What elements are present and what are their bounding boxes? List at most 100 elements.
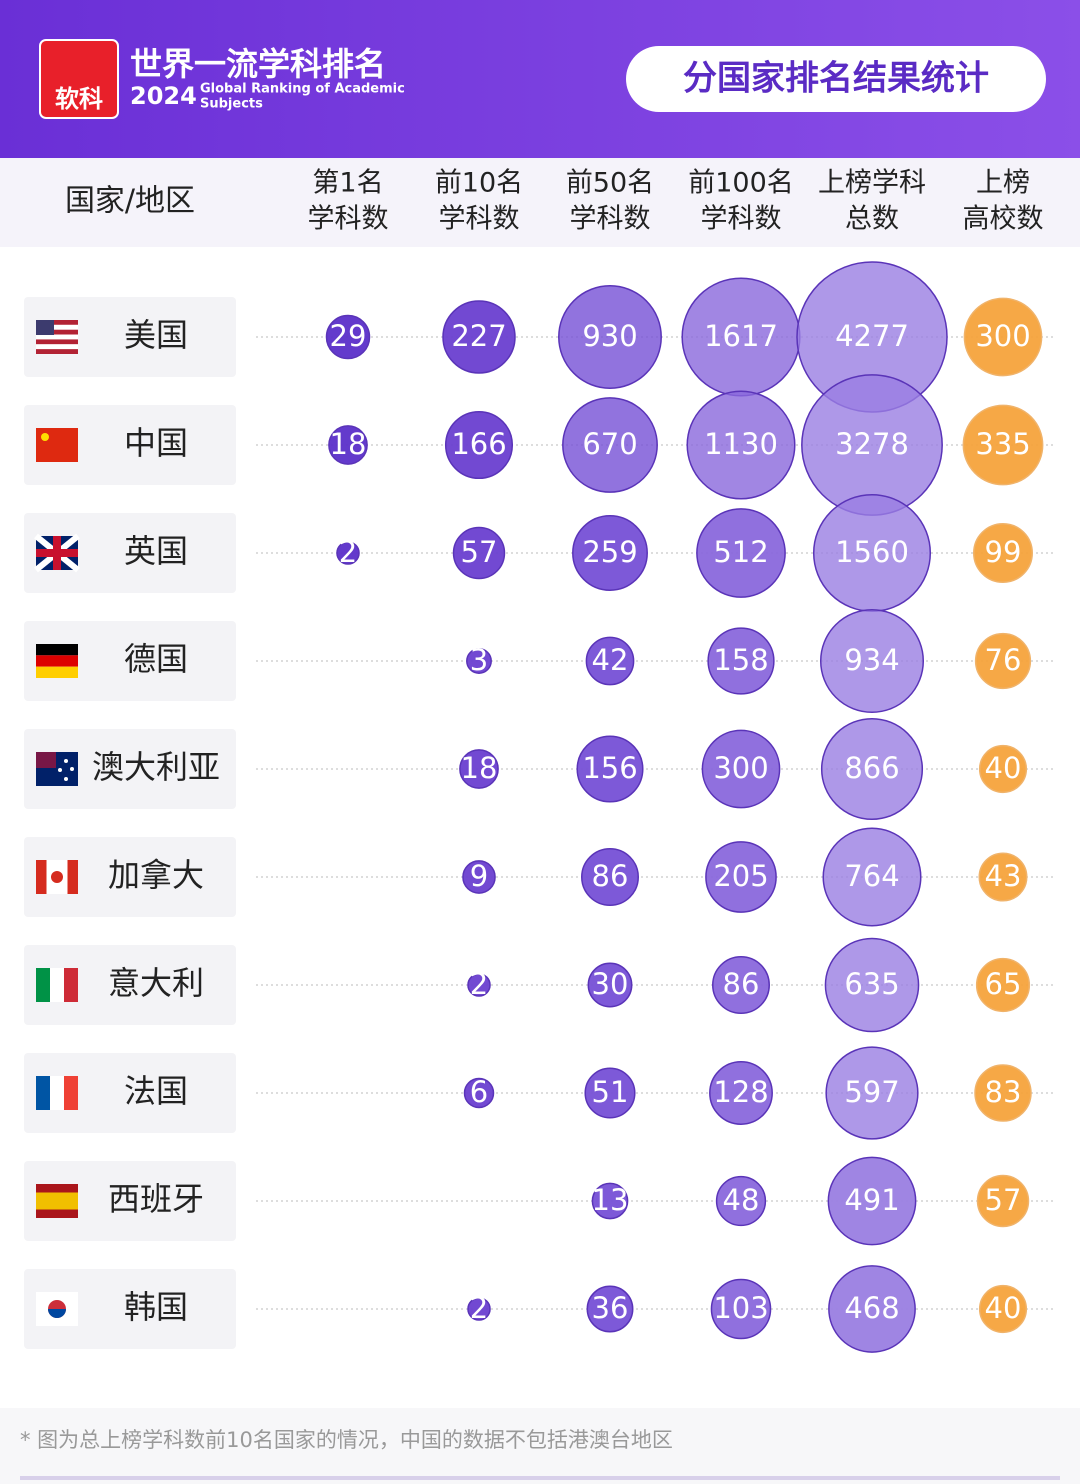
bubble-label: 18 [330, 427, 367, 461]
bubble-label: 2 [339, 535, 357, 569]
bubble [962, 404, 1044, 486]
bubble [705, 841, 777, 913]
flag [36, 644, 78, 656]
bubble-label: 6 [470, 1075, 488, 1109]
bubble [715, 1175, 767, 1227]
flag [36, 1076, 50, 1110]
country-name: 英国 [124, 532, 188, 570]
bubble-label: 76 [985, 643, 1022, 677]
col-header-bg [0, 158, 1080, 247]
country-name: 法国 [124, 1072, 188, 1110]
bottom-line [20, 1476, 1060, 1480]
country-card [24, 405, 236, 485]
bubble-label: 40 [985, 751, 1022, 785]
bubble-label: 57 [985, 1183, 1022, 1217]
flag [36, 349, 78, 354]
country-name: 西班牙 [108, 1180, 204, 1218]
bubble-label: 205 [713, 859, 768, 893]
bubble [974, 632, 1032, 690]
bubble-label: 99 [985, 535, 1022, 569]
bubble-label: 1560 [835, 535, 909, 569]
row-header: 国家/地区 [65, 184, 195, 219]
flag [41, 433, 49, 441]
bubble-label: 866 [844, 751, 899, 785]
country-name: 意大利 [108, 964, 204, 1002]
bubble-label: 51 [592, 1075, 629, 1109]
flag [36, 320, 78, 325]
bubble [978, 852, 1028, 902]
flag [36, 339, 78, 345]
flag [36, 428, 78, 462]
col-header: 学科数 [570, 204, 651, 235]
flag [64, 759, 68, 763]
bubble-label: 83 [985, 1075, 1022, 1109]
bubble [467, 973, 491, 997]
col-header: 前10名 [435, 168, 523, 199]
bubble-label: 468 [844, 1291, 899, 1325]
bubble-label: 4277 [835, 319, 909, 353]
flag [36, 549, 78, 557]
bubble [558, 285, 662, 389]
flag [36, 1192, 78, 1201]
country-card [24, 1161, 236, 1241]
country-name: 韩国 [124, 1288, 188, 1326]
bubble [463, 1077, 495, 1109]
country-card [24, 1269, 236, 1349]
col-header: 学科数 [308, 204, 389, 235]
bubble-label: 764 [844, 859, 899, 893]
col-header: 高校数 [963, 204, 1044, 235]
col-header: 前50名 [566, 168, 654, 199]
bubble-label: 29 [330, 319, 367, 353]
bubble-label: 18 [461, 751, 498, 785]
bubble-label: 158 [713, 643, 768, 677]
flag [64, 777, 68, 781]
bubble-label: 40 [985, 1291, 1022, 1325]
bubble-label: 2 [470, 1291, 488, 1325]
bubble [976, 1174, 1030, 1228]
country-card [24, 729, 236, 809]
bubble-label: 335 [975, 427, 1030, 461]
bubble-label: 3 [470, 643, 488, 677]
bubble-label: 491 [844, 1183, 899, 1217]
logo [39, 39, 119, 119]
flag [50, 1076, 64, 1110]
flag [50, 968, 64, 1002]
bubble-label: 9 [470, 859, 488, 893]
footer-bg [0, 1408, 1080, 1484]
bubble-label: 2 [470, 967, 488, 1001]
bubble [581, 848, 639, 906]
bubble-label: 597 [844, 1075, 899, 1109]
bubble [825, 1046, 919, 1140]
country-name: 澳大利亚 [92, 748, 220, 786]
bubble-label: 13 [592, 1183, 629, 1217]
bubble [827, 1156, 917, 1246]
bubble-label: 3278 [835, 427, 909, 461]
bubble [972, 522, 1034, 584]
bubble [686, 390, 796, 500]
flag [36, 1184, 78, 1193]
country-name: 中国 [124, 424, 188, 462]
bubble [562, 397, 658, 493]
flag [64, 968, 78, 1002]
flag [36, 324, 78, 330]
bubble-label: 42 [592, 643, 629, 677]
col-header: 学科数 [439, 204, 520, 235]
bubble [696, 508, 786, 598]
bubble-label: 1617 [704, 319, 778, 353]
country-card [24, 513, 236, 593]
bubble [820, 717, 924, 821]
flag [36, 344, 78, 350]
bubble [591, 1182, 629, 1220]
flag [48, 1309, 66, 1318]
flag [67, 860, 78, 894]
bubble [587, 962, 633, 1008]
bubble [462, 860, 496, 894]
logo-text: 软科 [55, 85, 103, 113]
bubble [707, 627, 775, 695]
bubble [584, 1067, 636, 1119]
col-header: 前100名 [688, 168, 794, 199]
bubble [828, 1265, 916, 1353]
bubble-label: 128 [713, 1075, 768, 1109]
bubble-label: 65 [985, 967, 1022, 1001]
